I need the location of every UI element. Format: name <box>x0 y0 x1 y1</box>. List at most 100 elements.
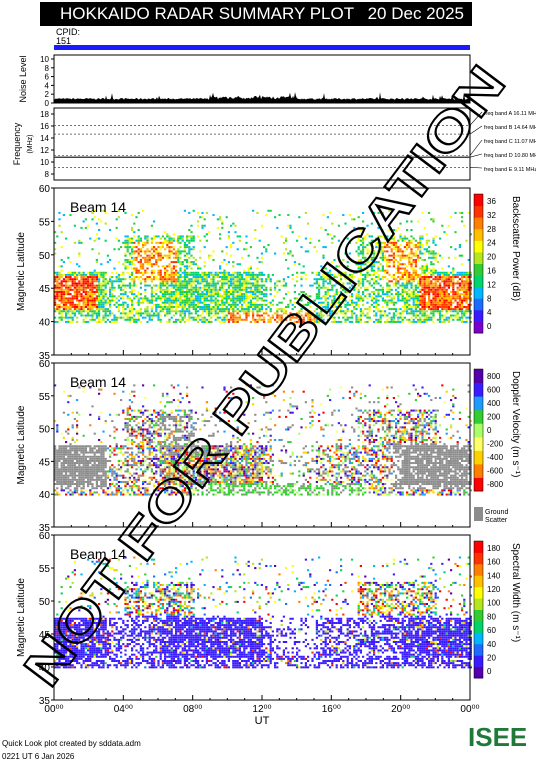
echo-cell <box>307 314 310 317</box>
echo-cell <box>183 267 186 270</box>
echo-cell <box>331 278 334 281</box>
echo-cell <box>87 284 90 287</box>
echo-cell <box>377 320 380 323</box>
echo-cell <box>359 252 362 255</box>
echo-cell <box>179 267 182 270</box>
echo-cell <box>414 293 417 296</box>
echo-cell <box>326 276 329 279</box>
echo-cell <box>133 428 136 431</box>
echo-cell <box>135 310 138 313</box>
echo-cell <box>144 284 147 287</box>
echo-cell <box>425 273 428 276</box>
echo-cell <box>260 256 263 259</box>
echo-cell <box>142 263 145 266</box>
echo-cell <box>428 211 431 214</box>
echo-cell <box>406 286 409 289</box>
echo-cell <box>166 235 169 238</box>
echo-cell <box>188 316 191 319</box>
freq-band-leader <box>469 111 483 126</box>
echo-cell <box>395 293 398 296</box>
echo-cell <box>76 299 79 302</box>
echo-cell <box>293 320 296 323</box>
echo-cell <box>300 295 303 298</box>
echo-cell <box>258 310 261 313</box>
echo-cell <box>181 276 184 279</box>
echo-cell <box>201 301 204 304</box>
echo-cell <box>87 466 90 469</box>
echo-cell <box>135 478 138 481</box>
echo-cell <box>89 457 92 460</box>
echo-cell <box>126 239 129 242</box>
echo-cell <box>388 284 391 287</box>
echo-cell <box>69 451 72 454</box>
echo-cell <box>443 286 446 289</box>
echo-cell <box>128 407 131 410</box>
echo-cell <box>322 246 325 249</box>
echo-cell <box>190 305 193 308</box>
echo-cell <box>392 239 395 242</box>
echo-cell <box>245 310 248 313</box>
echo-cell <box>166 246 169 249</box>
echo-cell <box>58 265 61 268</box>
echo-cell <box>76 430 79 433</box>
echo-cell <box>417 243 420 246</box>
echo-cell <box>201 211 204 214</box>
echo-cell <box>454 282 457 285</box>
colorbar-cell <box>474 298 483 311</box>
echo-cell <box>212 295 215 298</box>
noise-trace <box>54 92 470 103</box>
echo-cell <box>126 470 129 473</box>
echo-cell <box>65 447 68 450</box>
echo-cell <box>137 276 140 279</box>
echo-cell <box>432 269 435 272</box>
echo-cell <box>320 301 323 304</box>
echo-cell <box>69 316 72 319</box>
echo-cell <box>458 299 461 302</box>
echo-cell <box>164 267 167 270</box>
echo-cell <box>364 288 367 291</box>
echo-cell <box>175 291 178 294</box>
echo-cell <box>137 314 140 317</box>
echo-cell <box>122 316 125 319</box>
echo-cell <box>221 310 224 313</box>
echo-cell <box>135 480 138 483</box>
echo-cell <box>208 314 211 317</box>
echo-cell <box>397 316 400 319</box>
echo-cell <box>89 462 92 465</box>
echo-cell <box>212 291 215 294</box>
echo-cell <box>190 267 193 270</box>
echo-cell <box>78 466 81 469</box>
echo-cell <box>410 276 413 279</box>
echo-cell <box>71 411 74 414</box>
echo-cell <box>124 445 127 448</box>
echo-cell <box>285 305 288 308</box>
echo-cell <box>397 299 400 302</box>
echo-cell <box>56 478 59 481</box>
echo-cell <box>133 457 136 460</box>
echo-cell <box>366 252 369 255</box>
echo-cell <box>280 308 283 311</box>
echo-cell <box>357 265 360 268</box>
echo-cell <box>447 273 450 276</box>
echo-cell <box>100 447 103 450</box>
echo-cell <box>157 312 160 315</box>
echo-cell <box>109 291 112 294</box>
echo-cell <box>100 451 103 454</box>
echo-cell <box>203 218 206 221</box>
echo-cell <box>425 269 428 272</box>
echo-cell <box>102 453 105 456</box>
echo-cell <box>135 464 138 467</box>
echo-cell <box>247 308 250 311</box>
echo-cell <box>168 305 171 308</box>
cpid-label: CPID: 151 <box>56 28 80 46</box>
echo-cell <box>333 295 336 298</box>
echo-cell <box>62 466 65 469</box>
echo-cell <box>353 308 356 311</box>
echo-cell <box>333 299 336 302</box>
echo-cell <box>144 288 147 291</box>
echo-cell <box>304 293 307 296</box>
echo-cell <box>142 483 145 486</box>
echo-cell <box>159 288 162 291</box>
echo-cell <box>76 491 79 494</box>
echo-cell <box>82 487 85 490</box>
